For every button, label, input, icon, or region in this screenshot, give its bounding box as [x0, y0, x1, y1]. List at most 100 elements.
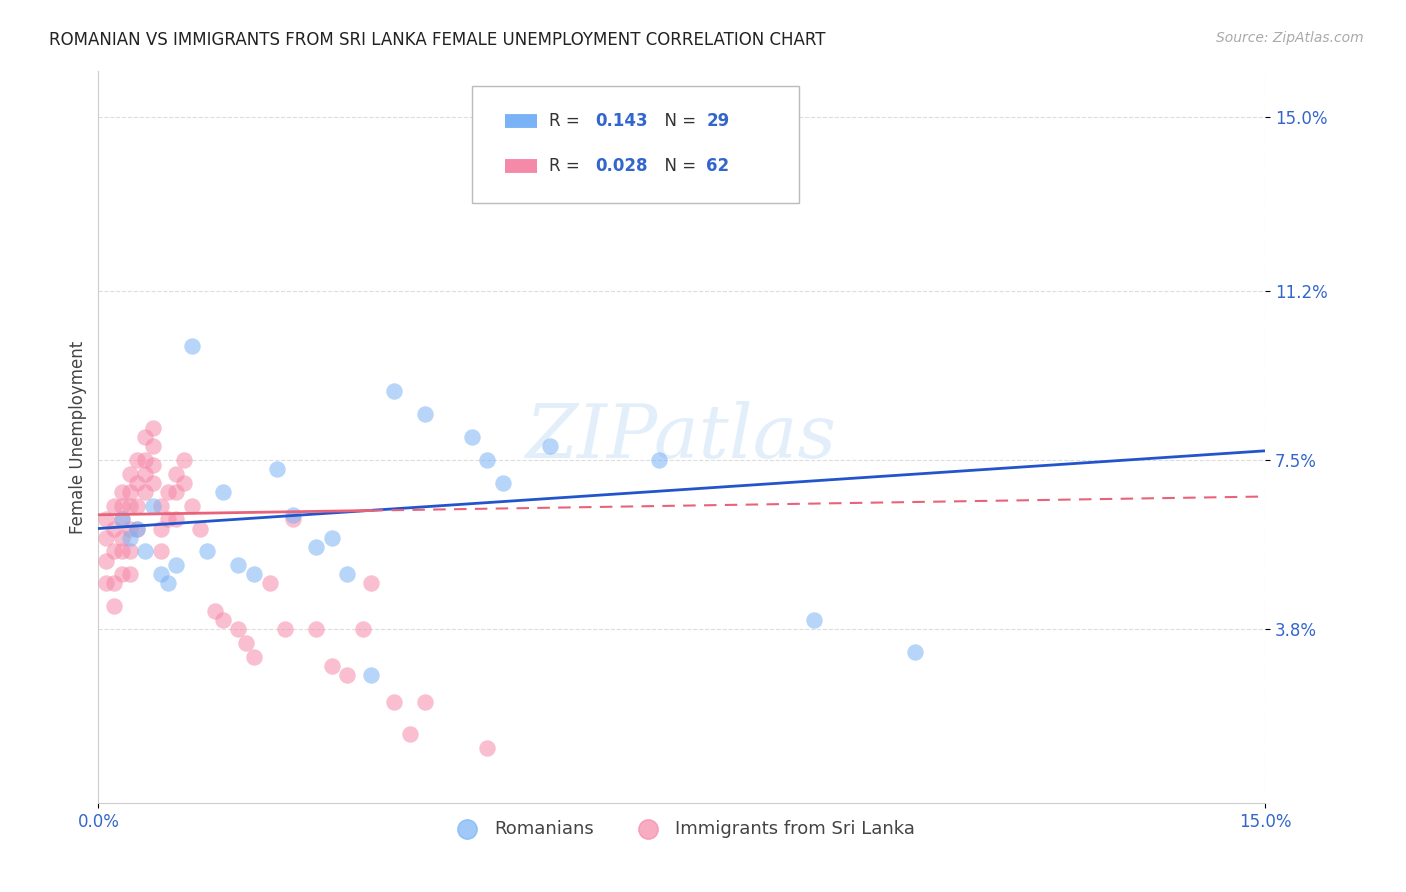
Point [134, 485, 156, 500]
Point [235, 636, 257, 650]
Text: Source: ZipAtlas.com: Source: ZipAtlas.com [1216, 31, 1364, 45]
Point [243, 649, 266, 664]
Point [803, 613, 825, 627]
Point [118, 544, 141, 558]
Point [413, 407, 436, 421]
Y-axis label: Female Unemployment: Female Unemployment [69, 341, 87, 533]
Point [173, 475, 195, 490]
Point [461, 430, 484, 444]
Point [274, 622, 297, 636]
Text: R =: R = [548, 112, 585, 130]
Point [96, 531, 118, 545]
FancyBboxPatch shape [472, 86, 799, 203]
Point [195, 544, 218, 558]
Point [96, 512, 118, 526]
Point [382, 695, 405, 709]
Point [352, 622, 374, 636]
Point [142, 475, 165, 490]
Point [157, 485, 180, 500]
Point [134, 544, 156, 558]
Point [111, 544, 134, 558]
Point [127, 521, 149, 535]
Point [477, 740, 499, 755]
Point [336, 567, 359, 582]
Point [647, 453, 669, 467]
Text: ZIPatlas: ZIPatlas [526, 401, 838, 474]
Point [336, 667, 359, 681]
Point [111, 567, 134, 582]
Point [142, 499, 165, 513]
Point [382, 384, 405, 399]
Point [142, 439, 165, 453]
Point [266, 462, 288, 476]
Point [127, 453, 149, 467]
Point [321, 658, 343, 673]
Point [165, 558, 187, 573]
Point [111, 499, 134, 513]
Point [180, 499, 202, 513]
Point [118, 567, 141, 582]
Point [118, 499, 141, 513]
Point [360, 576, 382, 591]
Point [188, 521, 211, 535]
Point [281, 508, 304, 522]
Point [360, 667, 382, 681]
Point [118, 467, 141, 481]
Point [149, 544, 172, 558]
Point [180, 338, 202, 352]
Point [127, 475, 149, 490]
Point [413, 695, 436, 709]
Text: 29: 29 [706, 112, 730, 130]
Point [305, 622, 328, 636]
Point [157, 576, 180, 591]
Point [118, 531, 141, 545]
Point [103, 576, 125, 591]
Point [118, 485, 141, 500]
Point [149, 567, 172, 582]
Point [228, 558, 250, 573]
Point [259, 576, 281, 591]
Point [281, 512, 304, 526]
Point [134, 467, 156, 481]
Point [103, 521, 125, 535]
Point [173, 453, 195, 467]
Point [538, 439, 561, 453]
Text: R =: R = [548, 158, 585, 176]
Text: ROMANIAN VS IMMIGRANTS FROM SRI LANKA FEMALE UNEMPLOYMENT CORRELATION CHART: ROMANIAN VS IMMIGRANTS FROM SRI LANKA FE… [49, 31, 825, 49]
Point [398, 727, 420, 741]
Point [142, 421, 165, 435]
Point [142, 458, 165, 472]
Point [165, 512, 187, 526]
Point [127, 499, 149, 513]
Point [103, 599, 125, 614]
Point [321, 531, 343, 545]
Point [111, 485, 134, 500]
Text: N =: N = [654, 112, 702, 130]
Point [212, 485, 235, 500]
Point [103, 544, 125, 558]
Text: N =: N = [654, 158, 702, 176]
Point [96, 576, 118, 591]
Point [228, 622, 250, 636]
Point [569, 178, 592, 193]
Point [204, 604, 226, 618]
Legend: Romanians, Immigrants from Sri Lanka: Romanians, Immigrants from Sri Lanka [441, 813, 922, 845]
Point [96, 553, 118, 567]
Point [165, 467, 187, 481]
Point [157, 512, 180, 526]
Point [111, 512, 134, 526]
Point [212, 613, 235, 627]
Point [103, 499, 125, 513]
Point [127, 521, 149, 535]
Point [134, 430, 156, 444]
Point [904, 645, 927, 659]
Point [149, 521, 172, 535]
Point [149, 499, 172, 513]
Text: 0.143: 0.143 [596, 112, 648, 130]
Point [134, 453, 156, 467]
Point [492, 475, 515, 490]
Text: 0.028: 0.028 [596, 158, 648, 176]
Point [165, 485, 187, 500]
Point [243, 567, 266, 582]
Point [111, 531, 134, 545]
